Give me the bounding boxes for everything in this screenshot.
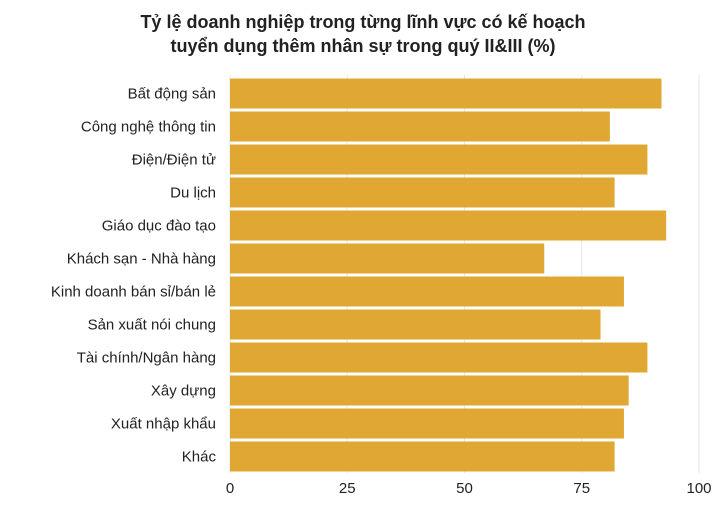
category-label: Tài chính/Ngân hàng [77, 350, 216, 367]
bar [230, 177, 615, 208]
tick-label-layer: 0 25 50 75 100 [226, 480, 712, 497]
category-label-layer: Bất động sản Công nghệ thông tin Điện/Điện… [51, 86, 217, 466]
x-tick-label: 100 [686, 480, 711, 497]
bar [230, 144, 648, 175]
category-label: Du lịch [170, 185, 216, 202]
category-label: Khách sạn - Nhà hàng [67, 251, 216, 268]
bar [230, 342, 648, 373]
chart-title: Tỷ lệ doanh nghiệp trong từng lĩnh vực c… [0, 10, 726, 58]
category-label: Công nghệ thông tin [81, 119, 216, 136]
chart-title-line-1: Tỷ lệ doanh nghiệp trong từng lĩnh vực c… [140, 12, 586, 32]
bar [230, 243, 545, 274]
bar [230, 309, 601, 340]
chart-title-line-2: tuyển dụng thêm nhân sự trong quý II&III… [170, 36, 556, 56]
x-tick-label: 25 [339, 480, 356, 497]
bar [230, 408, 624, 439]
category-label: Giáo dục đào tạo [102, 218, 216, 235]
bar-layer [230, 78, 667, 472]
bar [230, 375, 629, 406]
bar [230, 111, 610, 142]
category-label: Xây dựng [151, 383, 216, 400]
category-label: Khác [182, 449, 217, 466]
x-tick-label: 75 [573, 480, 590, 497]
bar [230, 78, 662, 109]
category-label: Điện/Điện tử [132, 152, 216, 169]
category-label: Xuất nhập khẩu [111, 416, 216, 433]
bar [230, 276, 624, 307]
category-label: Bất động sản [128, 86, 216, 103]
x-tick-label: 50 [456, 480, 473, 497]
bar [230, 441, 615, 472]
category-label: Kinh doanh bán sỉ/bán lẻ [51, 284, 216, 301]
category-label: Sản xuất nói chung [88, 317, 216, 334]
bar [230, 210, 667, 241]
x-tick-label: 0 [226, 480, 234, 497]
